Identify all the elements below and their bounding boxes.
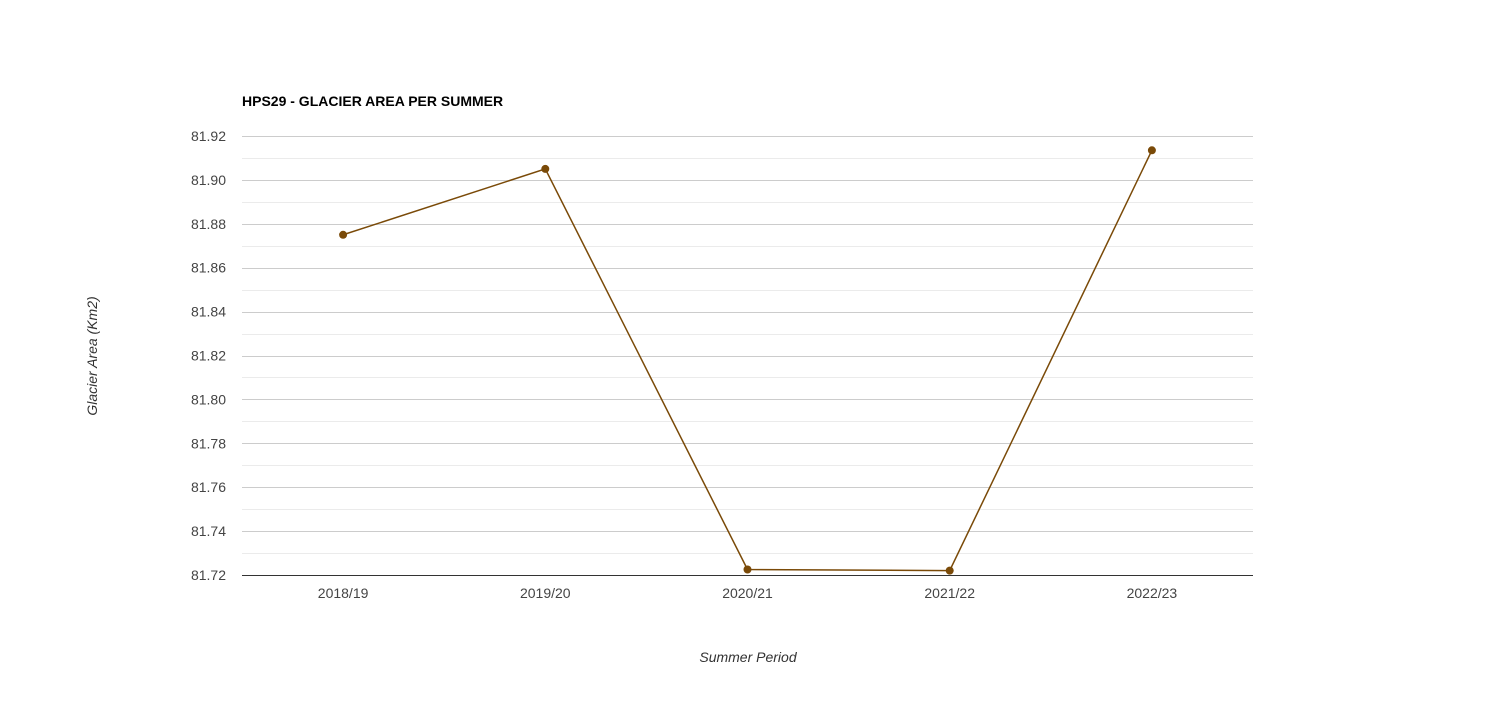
x-axis-title: Summer Period [699,649,797,665]
grid-lines [242,136,1253,576]
y-axis-ticks: 81.72 81.74 81.76 81.78 81.80 81.82 81.84 81.86… [191,128,226,583]
y-tick-label: 81.82 [191,348,226,364]
data-point[interactable] [743,565,752,574]
data-point[interactable] [339,230,348,239]
y-tick-label: 81.92 [191,128,226,144]
y-tick-label: 81.72 [191,567,226,583]
y-tick-label: 81.88 [191,216,226,232]
x-tick-label: 2021/22 [924,585,975,601]
data-point[interactable] [541,164,550,173]
y-tick-label: 81.90 [191,172,226,188]
x-tick-label: 2020/21 [722,585,773,601]
y-tick-label: 81.84 [191,304,226,320]
y-tick-label: 81.76 [191,479,226,495]
y-tick-label: 81.86 [191,260,226,276]
y-tick-label: 81.78 [191,435,226,451]
series-line [342,149,1153,572]
x-axis-ticks: 2018/19 2019/20 2020/21 2021/22 2022/23 [318,585,1178,601]
x-tick-label: 2022/23 [1127,585,1178,601]
x-tick-label: 2018/19 [318,585,369,601]
data-point[interactable] [1147,146,1156,155]
y-axis-title: Glacier Area (Km2) [84,296,100,415]
y-tick-label: 81.80 [191,391,226,407]
chart-title: HPS29 - GLACIER AREA PER SUMMER [242,93,503,109]
series-group [339,146,1156,575]
data-point[interactable] [945,566,954,575]
y-tick-label: 81.74 [191,523,226,539]
x-tick-label: 2019/20 [520,585,571,601]
